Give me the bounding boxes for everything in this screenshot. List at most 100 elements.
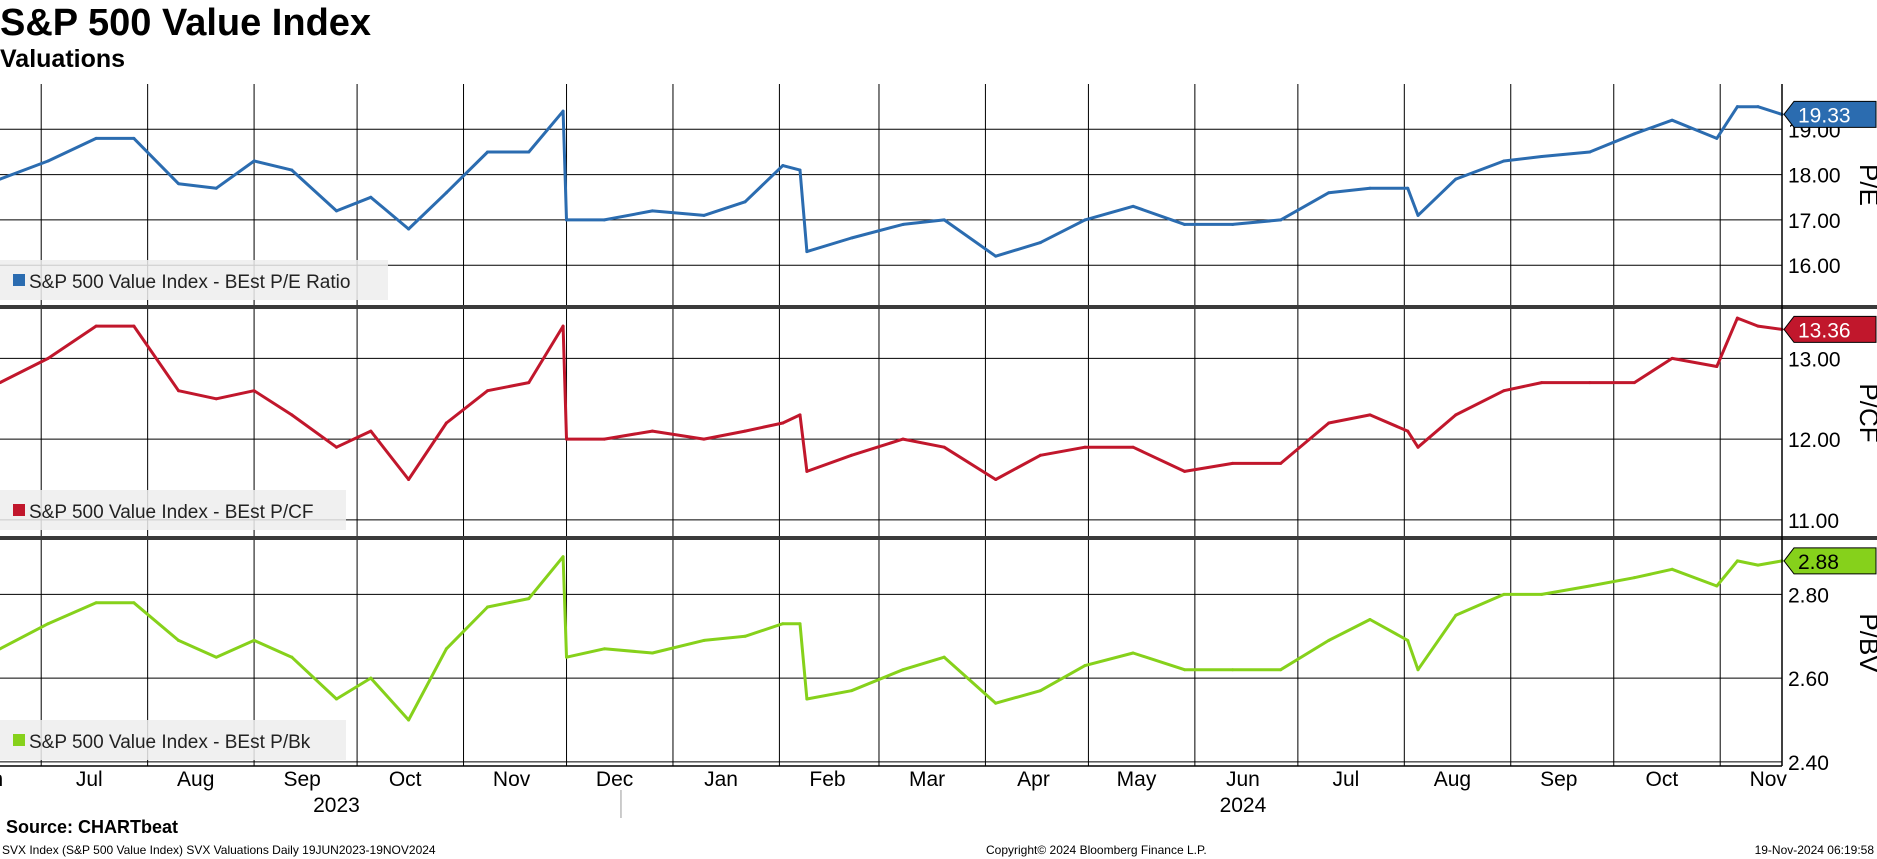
x-tick-label: Apr bbox=[1017, 768, 1050, 791]
data-point-pbv bbox=[252, 638, 256, 642]
data-point-pbv bbox=[1588, 584, 1592, 588]
data-point-pcf bbox=[1454, 413, 1458, 417]
data-point-pcf bbox=[1231, 461, 1235, 465]
data-point-pcf bbox=[444, 421, 448, 425]
data-point-pe bbox=[650, 209, 654, 213]
data-point-pbv bbox=[1231, 668, 1235, 672]
tick-label-pe: 16.00 bbox=[1788, 255, 1841, 278]
x-tick-label: Sep bbox=[283, 768, 320, 791]
data-point-pe bbox=[0, 177, 2, 181]
series-line-pbv bbox=[0, 555, 1783, 722]
data-point-pe bbox=[1231, 222, 1235, 226]
x-tick-label: Aug bbox=[1434, 768, 1471, 791]
legend-swatch-pbv bbox=[13, 734, 25, 746]
data-point-pcf bbox=[901, 437, 905, 441]
data-point-pbv bbox=[1454, 613, 1458, 617]
x-tick-label: Oct bbox=[1645, 768, 1678, 791]
last-value-flag-pcf bbox=[1783, 315, 1877, 343]
data-point-pcf bbox=[1083, 445, 1087, 449]
legend-swatch-pcf bbox=[13, 504, 25, 516]
data-point-pbv bbox=[1670, 567, 1674, 571]
data-point-pcf bbox=[334, 445, 338, 449]
data-point-pcf bbox=[805, 469, 809, 473]
data-point-pbv bbox=[561, 555, 565, 559]
data-point-pcf bbox=[407, 478, 411, 481]
data-point-pbv bbox=[1083, 664, 1087, 668]
x-tick-label: Mar bbox=[909, 768, 945, 791]
data-point-pe bbox=[850, 236, 854, 240]
year-label: 2023 bbox=[313, 794, 360, 817]
data-point-pbv bbox=[901, 668, 905, 672]
data-point-pbv bbox=[798, 622, 802, 626]
x-tick-label: Jun bbox=[1226, 768, 1260, 791]
data-point-pcf bbox=[1756, 324, 1760, 328]
data-point-pcf bbox=[702, 437, 706, 441]
data-point-pe bbox=[1502, 159, 1506, 163]
data-point-pe bbox=[1279, 218, 1283, 222]
data-point-pe bbox=[565, 218, 569, 222]
data-point-pcf bbox=[1735, 316, 1739, 320]
data-point-pcf bbox=[798, 413, 802, 417]
data-point-pbv bbox=[565, 655, 569, 659]
data-point-pbv bbox=[850, 689, 854, 693]
data-point-pe bbox=[602, 218, 606, 222]
tick-label-pbv: 2.60 bbox=[1788, 668, 1829, 691]
x-tick-label: Feb bbox=[809, 768, 845, 791]
data-point-pe bbox=[702, 213, 706, 217]
data-point-pe bbox=[252, 159, 256, 163]
data-point-pe bbox=[1131, 204, 1135, 208]
data-point-pe bbox=[1540, 154, 1544, 158]
data-point-pcf bbox=[1588, 381, 1592, 385]
data-point-pbv bbox=[94, 601, 98, 605]
data-point-pcf bbox=[1540, 381, 1544, 385]
footer-copyright: Copyright© 2024 Bloomberg Finance L.P. bbox=[986, 843, 1207, 857]
data-point-pbv bbox=[369, 676, 373, 680]
year-label: 2024 bbox=[1220, 794, 1267, 817]
data-point-pbv bbox=[1756, 563, 1760, 567]
x-tick-label: Nov bbox=[1750, 768, 1788, 791]
data-point-pcf bbox=[0, 381, 2, 385]
panel-pcf: 11.00 12.00 13.00 S&P 500 Value Index - BEs… bbox=[0, 315, 1877, 533]
data-point-pe bbox=[1416, 213, 1420, 217]
last-value-flag-pe bbox=[1783, 100, 1877, 128]
tick-label-pbv: 2.40 bbox=[1788, 752, 1829, 775]
x-tick-label: Jul bbox=[1333, 768, 1360, 791]
data-point-pbv bbox=[1183, 668, 1187, 672]
source-label: Source: CHARTbeat bbox=[6, 817, 179, 837]
axis-title-pbv: P/BV bbox=[1854, 613, 1877, 673]
data-point-pcf bbox=[290, 413, 294, 417]
panel-pbv: 2.40 2.60 2.80 S&P 500 Value Index - BEst P… bbox=[0, 547, 1877, 775]
data-point-pcf bbox=[565, 437, 569, 441]
footer-index-info: SVX Index (S&P 500 Value Index) SVX Valu… bbox=[2, 843, 436, 857]
data-point-pbv bbox=[942, 655, 946, 659]
data-point-pe bbox=[1756, 105, 1760, 109]
data-point-pe bbox=[901, 222, 905, 226]
chart-title: S&P 500 Value Index bbox=[0, 2, 372, 44]
data-point-pbv bbox=[1038, 689, 1042, 693]
data-point-pbv bbox=[46, 622, 50, 626]
data-point-pcf bbox=[994, 478, 998, 481]
x-tick-label: Jun bbox=[0, 768, 3, 791]
data-point-pbv bbox=[805, 697, 809, 701]
panel-separator bbox=[0, 305, 1877, 309]
legend-box-pe bbox=[0, 260, 388, 300]
data-point-pbv bbox=[407, 718, 411, 722]
data-point-pbv bbox=[1715, 584, 1719, 588]
legend-label-pe: S&P 500 Value Index - BEst P/E Ratio bbox=[29, 272, 350, 293]
data-point-pbv bbox=[1632, 576, 1636, 580]
axis-title-pcf: P/CF bbox=[1854, 383, 1877, 442]
last-value-label-pe: 19.33 bbox=[1798, 104, 1851, 127]
data-point-pbv bbox=[1406, 638, 1410, 642]
legend-box-pcf bbox=[0, 490, 346, 530]
data-point-pcf bbox=[527, 381, 531, 385]
data-point-pbv bbox=[0, 647, 2, 651]
data-point-pcf bbox=[1502, 389, 1506, 393]
data-point-pbv bbox=[1735, 559, 1739, 563]
x-tick-label: Oct bbox=[389, 768, 422, 791]
data-point-pe bbox=[1735, 105, 1739, 109]
x-tick-label: Jul bbox=[76, 768, 103, 791]
x-tick-label: May bbox=[1117, 768, 1157, 791]
data-point-pcf bbox=[486, 389, 490, 393]
data-point-pe bbox=[486, 150, 490, 154]
